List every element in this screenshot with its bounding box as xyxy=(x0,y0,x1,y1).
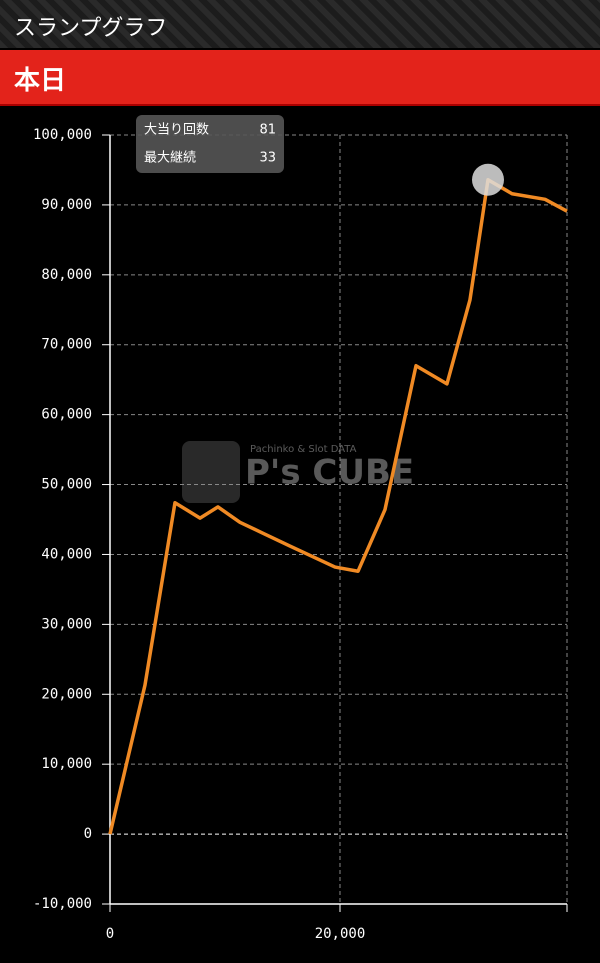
y-tick-label: 70,000 xyxy=(41,337,92,353)
stats-box: 大当り回数 81 最大継続 33 xyxy=(136,115,284,173)
stats-bg xyxy=(136,115,284,173)
y-tick-label: -10,000 xyxy=(33,896,92,912)
peak-marker xyxy=(471,163,504,196)
header-title: スランプグラフ xyxy=(14,16,168,41)
stat-value: 33 xyxy=(259,151,276,166)
watermark-logo: P's CUBE xyxy=(245,453,414,493)
y-tick-label: 20,000 xyxy=(41,686,92,702)
x-tick-label: 0 xyxy=(106,926,114,942)
watermark-icon xyxy=(182,441,240,503)
tab-label: 本日 xyxy=(14,66,67,96)
series-line xyxy=(108,177,568,835)
chart: Pachinko & Slot DATA P's CUBE -10,000 0 10… xyxy=(33,115,568,942)
y-tick-label: 50,000 xyxy=(41,477,92,493)
y-tick-label: 90,000 xyxy=(41,197,92,213)
stat-label: 大当り回数 xyxy=(144,123,209,138)
watermark-text: Pachinko & Slot DATA xyxy=(250,444,357,455)
stat-value: 81 xyxy=(259,123,276,138)
y-tick-label: 80,000 xyxy=(41,267,92,283)
stat-label: 最大継続 xyxy=(144,151,196,166)
header: スランプグラフ xyxy=(0,0,600,48)
y-tick-label: 0 xyxy=(84,826,92,842)
tab-bar: 本日 xyxy=(0,50,600,106)
y-tick-label: 60,000 xyxy=(41,407,92,423)
x-tick-label: 20,000 xyxy=(315,926,366,942)
y-tick-label: 40,000 xyxy=(41,546,92,562)
y-tick-label: 100,000 xyxy=(33,127,92,143)
y-tick-label: 30,000 xyxy=(41,616,92,632)
watermark: Pachinko & Slot DATA P's CUBE xyxy=(182,441,414,503)
y-tick-label: 10,000 xyxy=(41,756,92,772)
